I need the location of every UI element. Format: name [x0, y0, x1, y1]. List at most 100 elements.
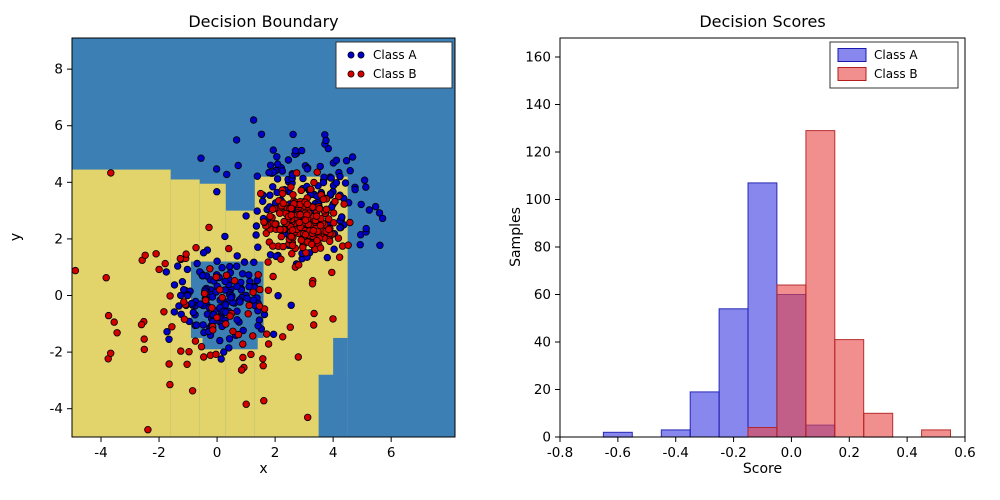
legend-label: Class A [874, 48, 918, 62]
scatter-point [245, 271, 253, 279]
y-tick-label: 0 [542, 430, 551, 446]
scatter-point [188, 387, 197, 395]
scatter-point [291, 146, 300, 155]
scatter-point [269, 146, 277, 154]
scatter-point [310, 321, 318, 329]
y-tick-label: 80 [534, 240, 551, 256]
scatter-point [322, 205, 331, 213]
scatter-point [255, 302, 264, 310]
scatter-point [250, 258, 258, 266]
scatter-point [299, 174, 307, 183]
scatter-point [319, 195, 328, 203]
bars-class-b [747, 130, 952, 438]
scatter-point [197, 154, 205, 162]
scatter-point [293, 169, 301, 177]
scatter-point [256, 285, 264, 294]
scatter-point [304, 413, 312, 422]
scatter-point [166, 292, 174, 300]
legend-swatch [837, 67, 867, 81]
scatter-point [336, 223, 344, 232]
scatter-point [356, 240, 364, 249]
scatter-point [297, 186, 305, 195]
scatter-point [113, 329, 121, 337]
region-class-b [72, 169, 171, 437]
scatter-point [225, 344, 233, 352]
y-tick-label: 160 [525, 50, 551, 66]
scatter-point [288, 249, 296, 258]
scatter-point [170, 308, 178, 316]
scatter-point [104, 311, 113, 320]
scatter-point [263, 330, 271, 338]
scatter-point [208, 304, 216, 312]
x-tick-label: 2 [271, 445, 280, 461]
scatter-point [106, 349, 115, 357]
scatter-point [165, 335, 173, 343]
scatter-point [222, 170, 231, 179]
scatter-point [252, 222, 261, 230]
scatter-point [328, 268, 336, 277]
scatter-point [212, 350, 220, 358]
scatter-point [316, 162, 324, 171]
scatter-point [225, 262, 234, 271]
legend-label: Class B [373, 67, 417, 81]
scatter-point [191, 337, 200, 345]
scatter-point [144, 426, 152, 434]
scatter-point [338, 213, 346, 221]
scatter-point [242, 400, 250, 408]
scatter-point [141, 251, 149, 259]
scatter-point [313, 236, 321, 245]
histogram-bar [602, 431, 633, 438]
scatter-point [316, 221, 325, 230]
scatter-point [213, 257, 221, 265]
right-xaxis-label: Score [742, 461, 783, 477]
scatter-point [269, 183, 277, 191]
scatter-point [160, 308, 168, 316]
x-tick-label: 0.0 [781, 445, 802, 461]
scatter-point [232, 136, 241, 144]
scatter-point [239, 340, 247, 348]
scatter-point [242, 212, 250, 220]
scatter-point [325, 215, 333, 223]
histogram-bar [921, 429, 952, 438]
x-tick-label: 4 [329, 445, 338, 461]
scatter-point [301, 216, 310, 224]
scatter-point [264, 258, 272, 266]
y-tick-label: 2 [54, 231, 63, 247]
scatter-point [342, 156, 351, 165]
scatter-point [340, 200, 348, 208]
left-xaxis-label: x [259, 461, 268, 477]
scatter-point [137, 320, 146, 329]
scatter-point [192, 243, 200, 252]
scatter-point [179, 286, 188, 294]
scatter-point [110, 318, 118, 326]
scatter-point [332, 156, 341, 164]
scatter-point [252, 231, 260, 239]
scatter-point [266, 191, 274, 199]
scatter-point [294, 353, 302, 361]
scatter-point [240, 258, 249, 266]
scatter-point [192, 321, 201, 329]
scatter-point [286, 323, 294, 331]
scatter-point [298, 146, 306, 155]
scatter-point [233, 252, 241, 260]
decision-scores-plot: -0.8 -0.6 -0.4 -0.2 0.0 0.2 0.4 0.6 0 20 40 60 80 100… [525, 37, 976, 461]
scatter-point [264, 286, 273, 294]
scatter-point [319, 178, 328, 187]
scatter-point [213, 187, 221, 196]
scatter-point [330, 219, 338, 227]
scatter-point [322, 136, 330, 145]
scatter-point [212, 273, 220, 281]
legend-swatch [837, 48, 867, 62]
scatter-point [239, 326, 247, 335]
scatter-point [222, 271, 231, 279]
scatter-point [254, 322, 262, 330]
y-tick-label: -4 [50, 401, 63, 417]
scatter-point [278, 189, 287, 198]
y-tick-label: -2 [50, 345, 63, 361]
scatter-point [289, 191, 297, 199]
scatter-point [189, 308, 197, 317]
scatter-point [225, 335, 234, 343]
scatter-point [197, 343, 206, 351]
scatter-point [206, 265, 214, 273]
scatter-point [271, 220, 279, 228]
